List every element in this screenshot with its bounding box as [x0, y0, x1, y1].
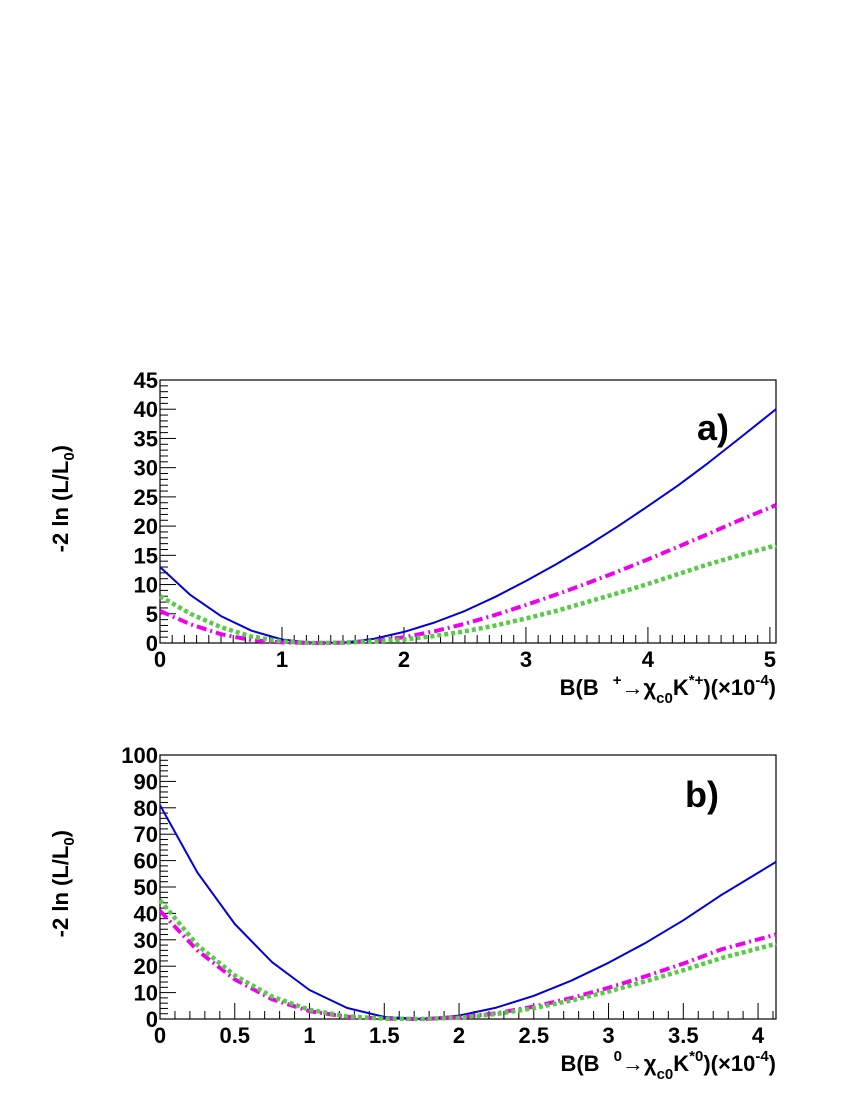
- y-tick-label: 30: [134, 456, 158, 481]
- y-tick-label: 15: [134, 543, 158, 568]
- tick-marks: [159, 379, 771, 644]
- x-tick-label: 1.5: [369, 1023, 400, 1048]
- x-tick-label: 5: [764, 647, 776, 672]
- x-axis-title: B(B 0→χc0K*0)(×10-4): [560, 1048, 776, 1083]
- series-line-dotted: [158, 898, 777, 1022]
- y-tick-label: 45: [134, 368, 158, 393]
- x-tick-label: 1: [276, 647, 288, 672]
- y-tick-label: 35: [134, 426, 158, 451]
- y-axis-title: -2 ln (L/L0): [48, 830, 78, 937]
- y-tick-label: 60: [134, 849, 158, 874]
- plot-frame: [159, 754, 777, 1020]
- x-tick-label: 4: [752, 1023, 765, 1048]
- y-tick-label: 90: [134, 769, 158, 794]
- x-tick-label: 0: [154, 647, 166, 672]
- x-tick-label: 2: [398, 647, 410, 672]
- x-tick-label: 3.5: [668, 1023, 699, 1048]
- y-tick-label: 40: [134, 901, 158, 926]
- series-line-dashdot: [159, 503, 777, 645]
- chart-panel-b: 0 0.5 1 1.5 2 2.5 3 3.5 40102030405060708090100b…: [48, 743, 777, 1083]
- y-tick-label: 0: [146, 1007, 158, 1032]
- panel-label: a): [697, 407, 729, 448]
- x-tick-label: 3: [602, 1023, 614, 1048]
- x-tick-label: 2.5: [518, 1023, 549, 1048]
- y-tick-label: 70: [134, 822, 158, 847]
- series-line-dashdot: [158, 909, 777, 1021]
- x-tick-label: 0.5: [219, 1023, 250, 1048]
- x-tick-label: 3: [520, 647, 532, 672]
- x-tick-label: 0: [154, 1023, 166, 1048]
- y-tick-label: 20: [134, 514, 158, 539]
- y-tick-label: 0: [146, 631, 158, 656]
- x-tick-label: 4: [642, 647, 655, 672]
- tick-marks: [159, 754, 774, 1020]
- y-tick-label: 50: [134, 875, 158, 900]
- y-tick-label: 10: [134, 981, 158, 1006]
- y-tick-label: 40: [134, 397, 158, 422]
- y-tick-label: 10: [134, 573, 158, 598]
- y-tick-label: 80: [134, 796, 158, 821]
- panel-label: b): [685, 774, 719, 815]
- y-tick-label: 30: [134, 928, 158, 953]
- y-tick-label: 5: [146, 602, 158, 627]
- series-line-solid: [159, 408, 777, 644]
- y-axis-title: -2 ln (L/L0): [48, 445, 78, 552]
- y-tick-label: 100: [121, 743, 158, 768]
- y-tick-label: 20: [134, 954, 158, 979]
- x-axis-title: B(B +→χc0K*+)(×10-4): [560, 672, 776, 707]
- x-tick-label: 2: [453, 1023, 465, 1048]
- series-line-dotted: [158, 543, 777, 646]
- x-tick-label: 1: [303, 1023, 315, 1048]
- plot-frame: [159, 379, 777, 644]
- y-tick-label: 25: [134, 485, 158, 510]
